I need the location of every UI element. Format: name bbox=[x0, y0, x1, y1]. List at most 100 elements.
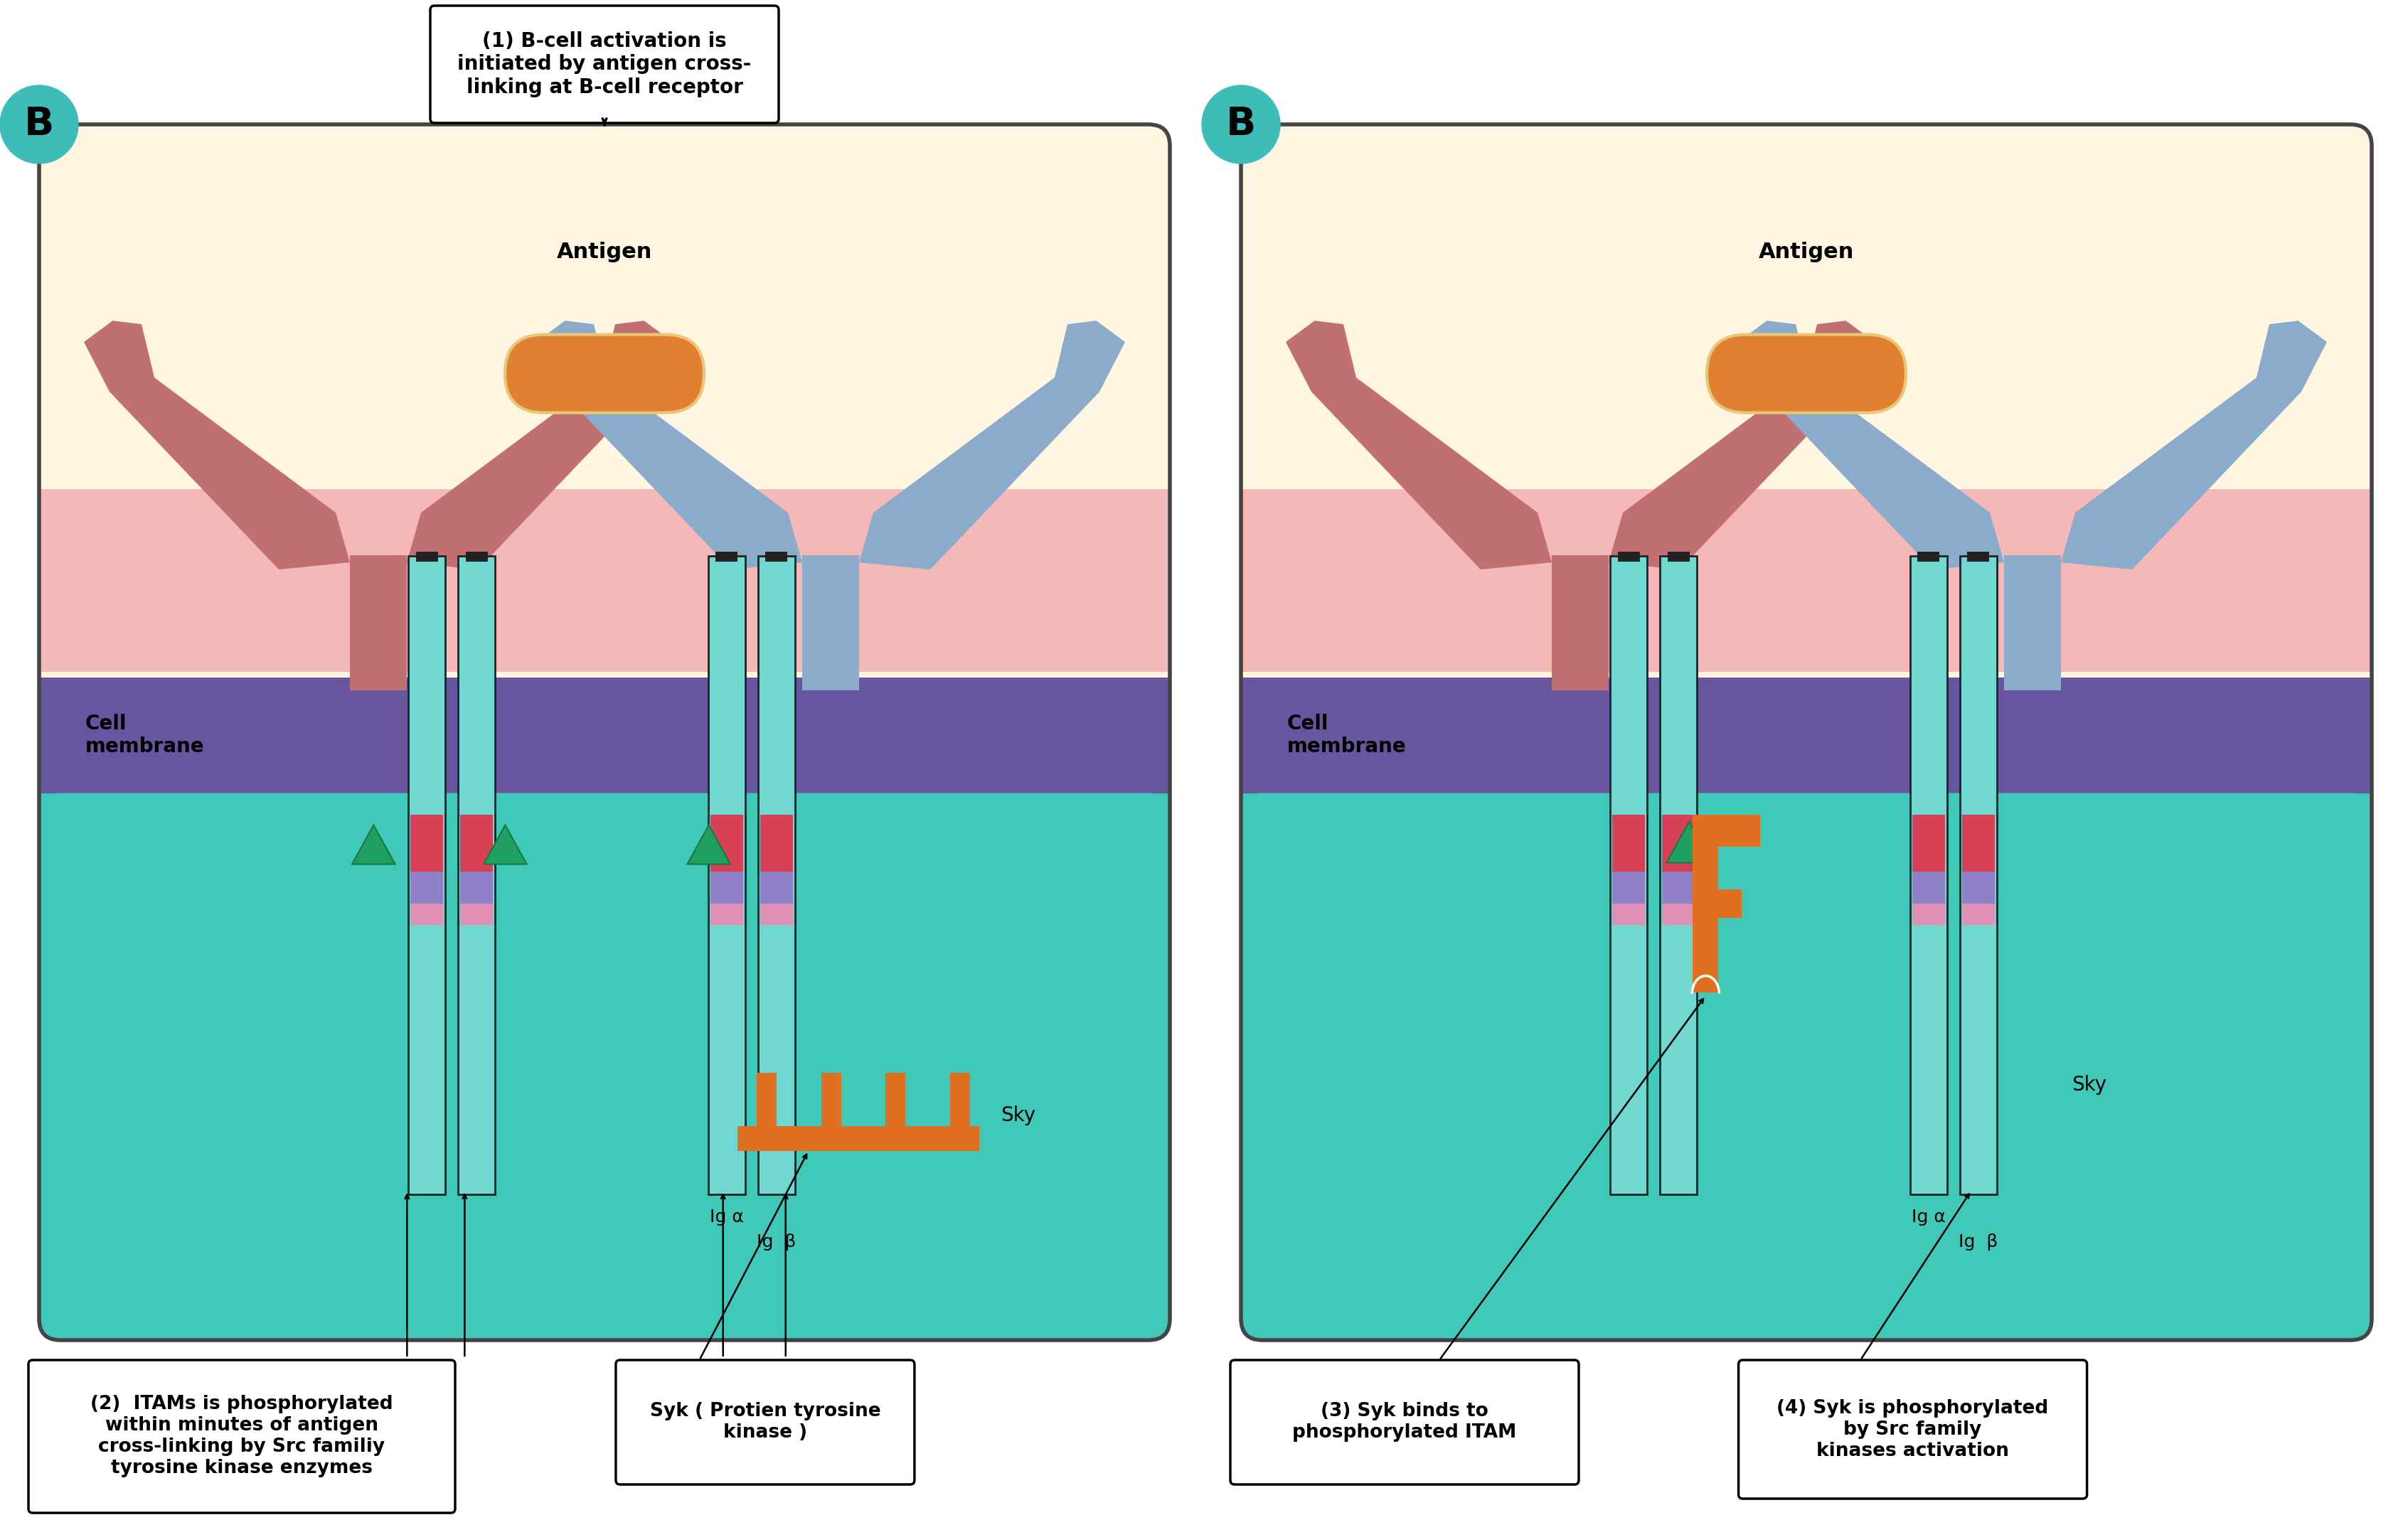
Bar bbox=[1666, 552, 1690, 562]
Bar bbox=[761, 871, 792, 903]
Bar bbox=[710, 815, 744, 871]
Bar bbox=[1662, 871, 1695, 903]
Text: (1) B-cell activation is
initiated by antigen cross-
linking at B-cell receptor: (1) B-cell activation is initiated by an… bbox=[458, 32, 751, 97]
Polygon shape bbox=[2003, 555, 2061, 690]
Bar bbox=[1693, 889, 1741, 918]
Polygon shape bbox=[84, 321, 349, 570]
Polygon shape bbox=[484, 825, 527, 865]
Bar bbox=[1240, 793, 2372, 813]
Bar bbox=[1912, 903, 1946, 924]
Bar bbox=[1659, 556, 1698, 1195]
Polygon shape bbox=[1739, 321, 2003, 570]
Bar bbox=[708, 556, 744, 1195]
Bar bbox=[1611, 556, 1647, 1195]
Bar bbox=[759, 556, 795, 1195]
Bar bbox=[710, 871, 744, 903]
Bar bbox=[1240, 678, 2372, 793]
Bar bbox=[1613, 903, 1645, 924]
Circle shape bbox=[0, 85, 77, 164]
Polygon shape bbox=[1666, 821, 1712, 863]
FancyBboxPatch shape bbox=[1230, 1360, 1580, 1485]
Bar bbox=[761, 815, 792, 871]
Bar bbox=[465, 552, 489, 562]
Text: Antigen: Antigen bbox=[556, 242, 653, 263]
FancyBboxPatch shape bbox=[39, 125, 1170, 1341]
Polygon shape bbox=[349, 555, 407, 690]
Bar bbox=[1240, 489, 2372, 672]
Text: B: B bbox=[1226, 105, 1257, 143]
Bar bbox=[886, 1073, 905, 1126]
Bar bbox=[1618, 552, 1640, 562]
Bar bbox=[39, 793, 1170, 813]
Bar bbox=[1963, 903, 1994, 924]
FancyBboxPatch shape bbox=[1240, 125, 2372, 1341]
Bar bbox=[821, 1073, 840, 1126]
Bar bbox=[460, 815, 494, 871]
Bar bbox=[1613, 871, 1645, 903]
Text: Ig  β: Ig β bbox=[756, 1233, 797, 1251]
Bar bbox=[39, 678, 1170, 793]
Bar bbox=[1960, 556, 1996, 1195]
Bar bbox=[409, 556, 445, 1195]
Bar bbox=[715, 552, 737, 562]
Bar bbox=[460, 903, 494, 924]
Bar bbox=[1662, 815, 1695, 871]
Bar bbox=[1912, 871, 1946, 903]
Bar bbox=[1963, 815, 1994, 871]
Bar bbox=[1963, 871, 1994, 903]
Text: Sky: Sky bbox=[999, 1105, 1035, 1125]
Bar bbox=[1967, 552, 1989, 562]
Bar bbox=[1613, 815, 1645, 871]
FancyBboxPatch shape bbox=[1739, 1360, 2088, 1499]
Polygon shape bbox=[802, 555, 860, 690]
FancyBboxPatch shape bbox=[616, 1360, 915, 1485]
Polygon shape bbox=[1609, 321, 1873, 570]
Polygon shape bbox=[537, 321, 802, 570]
Text: B: B bbox=[24, 105, 53, 143]
Polygon shape bbox=[407, 321, 672, 570]
Polygon shape bbox=[686, 825, 730, 865]
Text: Ig α: Ig α bbox=[710, 1208, 744, 1225]
FancyBboxPatch shape bbox=[1240, 793, 2372, 1341]
Text: (3) Syk binds to
phosphorylated ITAM: (3) Syk binds to phosphorylated ITAM bbox=[1293, 1403, 1517, 1442]
Polygon shape bbox=[2061, 321, 2326, 570]
Bar bbox=[951, 1073, 970, 1126]
Text: Ig α: Ig α bbox=[1912, 1208, 1946, 1225]
Bar bbox=[737, 1126, 980, 1151]
Text: Syk ( Protien tyrosine
kinase ): Syk ( Protien tyrosine kinase ) bbox=[650, 1403, 881, 1442]
Polygon shape bbox=[352, 825, 395, 865]
Bar bbox=[1912, 815, 1946, 871]
Circle shape bbox=[1202, 85, 1281, 164]
Bar bbox=[761, 903, 792, 924]
Bar bbox=[1693, 815, 1760, 847]
FancyBboxPatch shape bbox=[1707, 334, 1905, 413]
FancyBboxPatch shape bbox=[29, 1360, 455, 1512]
Text: Cell
membrane: Cell membrane bbox=[84, 714, 205, 757]
Bar bbox=[412, 815, 443, 871]
Bar bbox=[756, 1073, 775, 1126]
Text: (2)  ITAMs is phosphorylated
within minutes of antigen
cross-linking by Src fami: (2) ITAMs is phosphorylated within minut… bbox=[92, 1395, 393, 1477]
Bar bbox=[460, 871, 494, 903]
FancyBboxPatch shape bbox=[39, 793, 1170, 1341]
Text: Ig  β: Ig β bbox=[1958, 1233, 1999, 1251]
Bar bbox=[766, 552, 787, 562]
Text: Antigen: Antigen bbox=[1758, 242, 1854, 263]
Bar bbox=[417, 552, 438, 562]
Bar bbox=[1917, 552, 1938, 562]
Bar bbox=[412, 871, 443, 903]
Text: Sky: Sky bbox=[2071, 1075, 2107, 1094]
Polygon shape bbox=[1286, 321, 1551, 570]
FancyBboxPatch shape bbox=[431, 6, 778, 123]
Text: (4) Syk is phosphorylated
by Src family
kinases activation: (4) Syk is phosphorylated by Src family … bbox=[1777, 1398, 2049, 1459]
Bar bbox=[458, 556, 496, 1195]
Bar bbox=[710, 903, 744, 924]
Bar bbox=[1693, 815, 1719, 993]
Polygon shape bbox=[860, 321, 1125, 570]
FancyBboxPatch shape bbox=[506, 334, 703, 413]
Text: Cell
membrane: Cell membrane bbox=[1288, 714, 1406, 757]
Bar bbox=[39, 489, 1170, 672]
Bar bbox=[1910, 556, 1948, 1195]
Bar bbox=[1662, 903, 1695, 924]
Bar bbox=[412, 903, 443, 924]
Polygon shape bbox=[1551, 555, 1609, 690]
